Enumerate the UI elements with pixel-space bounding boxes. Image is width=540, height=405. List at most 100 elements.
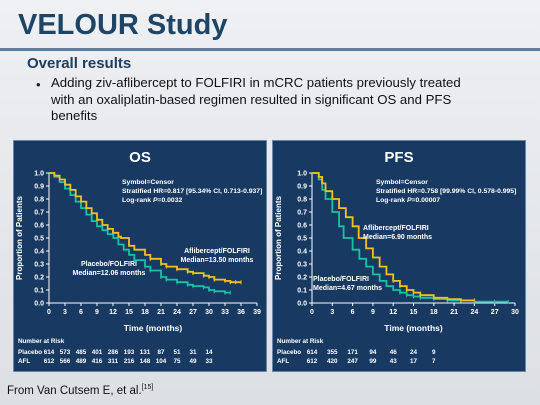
- y-axis-label: Proportion of Patients: [274, 195, 283, 280]
- slide-subtitle: Overall results: [27, 55, 132, 72]
- risk-row-label: Placebo: [18, 349, 42, 356]
- risk-value: 17: [410, 358, 418, 365]
- x-tick-label: 30: [205, 309, 213, 316]
- risk-value: 286: [108, 349, 119, 356]
- x-tick-label: 33: [221, 309, 229, 316]
- stats-line: Symbol=Censor: [122, 179, 174, 186]
- x-tick-label: 21: [157, 309, 165, 316]
- x-tick-label: 36: [237, 309, 245, 316]
- risk-row-label: AFL: [277, 358, 289, 365]
- risk-header: Number at Risk: [277, 338, 324, 345]
- title-divider: [0, 48, 540, 51]
- bullet-text: Adding ziv-aflibercept to FOLFIRI in mCR…: [51, 75, 461, 123]
- y-tick-label: 0.2: [297, 275, 307, 282]
- x-tick-label: 0: [310, 309, 314, 316]
- y-tick-label: 0.9: [34, 184, 44, 191]
- stats-line: Symbol=Censor: [376, 179, 428, 186]
- y-tick-label: 0.0: [297, 301, 307, 308]
- risk-value: 614: [307, 349, 318, 356]
- x-tick-label: 9: [371, 309, 375, 316]
- p-symbol: P: [407, 197, 412, 204]
- risk-value: 311: [108, 358, 119, 365]
- risk-value: 148: [140, 358, 151, 365]
- y-tick-label: 0.7: [297, 210, 307, 217]
- risk-value: 24: [410, 349, 418, 356]
- x-tick-label: 30: [511, 309, 519, 316]
- y-tick-label: 0.9: [297, 184, 307, 191]
- x-tick-label: 6: [351, 309, 355, 316]
- stats-line: Log-rank P=0.00007: [376, 197, 440, 204]
- x-tick-label: 15: [410, 309, 418, 316]
- risk-value: 7: [432, 358, 436, 365]
- y-tick-label: 1.0: [297, 171, 307, 178]
- risk-value: 247: [347, 358, 358, 365]
- risk-value: 489: [76, 358, 87, 365]
- y-tick-label: 0.0: [34, 301, 44, 308]
- y-tick-label: 0.1: [297, 288, 307, 295]
- y-tick-label: 0.4: [297, 249, 307, 256]
- p-symbol: P: [153, 197, 158, 204]
- citation-footer: From Van Cutsem E, et al.[15]: [7, 384, 153, 397]
- risk-value: 612: [44, 358, 55, 365]
- bullet-marker: •: [36, 77, 41, 92]
- risk-value: 31: [189, 349, 197, 356]
- citation-ref: [15]: [141, 384, 154, 391]
- y-tick-label: 0.8: [34, 197, 44, 204]
- x-tick-label: 24: [173, 309, 181, 316]
- risk-value: 43: [390, 358, 398, 365]
- risk-value: 355: [327, 349, 338, 356]
- x-tick-label: 21: [450, 309, 458, 316]
- risk-value: 131: [140, 349, 151, 356]
- series-name-label: Placebo/FOLFIRI: [81, 261, 137, 268]
- y-tick-label: 0.1: [34, 288, 44, 295]
- risk-value: 9: [432, 349, 436, 356]
- y-tick-label: 0.3: [34, 262, 44, 269]
- slide-title: VELOUR Study: [18, 9, 228, 41]
- risk-value: 566: [60, 358, 71, 365]
- x-tick-label: 0: [47, 309, 51, 316]
- risk-row-label: Placebo: [277, 349, 301, 356]
- risk-value: 14: [205, 349, 213, 356]
- x-tick-label: 18: [430, 309, 438, 316]
- x-tick-label: 27: [189, 309, 197, 316]
- x-tick-label: 3: [63, 309, 67, 316]
- x-tick-label: 15: [125, 309, 133, 316]
- risk-value: 420: [327, 358, 338, 365]
- os-chart-panel: OS 0.0 0.1 0.2 0.3 0.4 0.5 0.6 0.7 0.8 0.9 1.0 0 3 6 9 1…: [13, 140, 267, 372]
- y-tick-label: 0.8: [297, 197, 307, 204]
- risk-value: 99: [369, 358, 377, 365]
- risk-value: 171: [347, 349, 358, 356]
- y-tick-label: 0.2: [34, 275, 44, 282]
- series-median-label: Median=6.90 months: [363, 234, 432, 241]
- risk-header: Number at Risk: [18, 338, 65, 345]
- risk-value: 104: [156, 358, 167, 365]
- km-curve-aflibercept: [49, 172, 241, 284]
- risk-value: 51: [173, 349, 181, 356]
- x-tick-label: 12: [389, 309, 397, 316]
- y-tick-label: 0.6: [297, 223, 307, 230]
- os-chart: OS0.00.10.20.30.40.50.60.70.80.91.00 3 6 9 1…: [15, 149, 262, 365]
- series-name-label: Aflibercept/FOLFIRI: [363, 225, 429, 232]
- x-tick-label: 9: [95, 309, 99, 316]
- series-median-label: Median=13.50 months: [181, 257, 254, 264]
- series-name-label: Aflibercept/FOLFIRI: [184, 248, 250, 255]
- stats-line: Log-rank P=0.0032: [122, 197, 182, 204]
- risk-value: 46: [390, 349, 398, 356]
- y-tick-label: 0.5: [297, 236, 307, 243]
- risk-value: 614: [44, 349, 55, 356]
- risk-value: 94: [369, 349, 377, 356]
- risk-row-label: AFL: [18, 358, 30, 365]
- stats-line: Stratified HR=0.758 [99.99% CI, 0.578-0.…: [376, 188, 516, 195]
- x-axis-label: Time (months): [124, 323, 183, 333]
- risk-value: 612: [307, 358, 318, 365]
- x-tick-label: 12: [109, 309, 117, 316]
- risk-value: 216: [124, 358, 135, 365]
- x-tick-label: 39: [253, 309, 261, 316]
- y-tick-label: 0.5: [34, 236, 44, 243]
- y-axis-label: Proportion of Patients: [15, 195, 24, 280]
- risk-value: 33: [205, 358, 213, 365]
- x-tick-label: 18: [141, 309, 149, 316]
- chart-title: PFS: [384, 149, 413, 166]
- risk-value: 416: [92, 358, 103, 365]
- stats-line: Stratified HR=0.817 [95.34% CI, 0.713-0.…: [122, 188, 262, 195]
